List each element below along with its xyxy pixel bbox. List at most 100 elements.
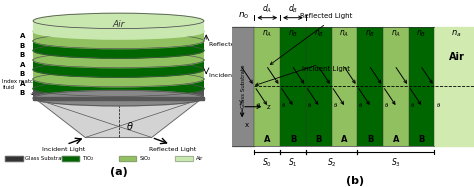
Text: Air: Air — [112, 20, 125, 29]
Polygon shape — [36, 99, 201, 137]
Text: $S_{2}$: $S_{2}$ — [327, 157, 337, 169]
Polygon shape — [33, 50, 204, 60]
Polygon shape — [33, 70, 204, 79]
Bar — [62, 156, 80, 161]
Bar — [62, 156, 80, 161]
Bar — [306, 27, 331, 146]
Text: $n_B$: $n_B$ — [288, 28, 298, 39]
Text: TiO$_2$: TiO$_2$ — [82, 154, 95, 163]
Text: $n_A$: $n_A$ — [339, 28, 349, 39]
Text: (b): (b) — [346, 176, 365, 186]
Bar — [118, 156, 136, 161]
Text: Glass Substrate: Glass Substrate — [241, 65, 246, 108]
Text: $n_a$: $n_a$ — [451, 28, 462, 39]
Polygon shape — [33, 79, 204, 89]
Text: $\theta_i$: $\theta_i$ — [436, 101, 441, 110]
Text: $n_B$: $n_B$ — [314, 28, 324, 39]
Bar — [280, 27, 306, 146]
Text: $S_{3}$: $S_{3}$ — [391, 157, 401, 169]
Text: A: A — [341, 135, 347, 144]
Ellipse shape — [33, 24, 204, 39]
Text: $n_B$: $n_B$ — [417, 28, 427, 39]
Ellipse shape — [33, 71, 204, 87]
Text: A: A — [264, 135, 271, 144]
Text: $n_B$: $n_B$ — [365, 28, 375, 39]
Text: $\theta_i$: $\theta_i$ — [255, 101, 262, 110]
Text: Air: Air — [448, 52, 465, 62]
Text: Reflected Light: Reflected Light — [209, 42, 256, 47]
Text: Incident Light: Incident Light — [302, 66, 350, 72]
Text: A: A — [392, 135, 399, 144]
Text: $\theta_i$: $\theta_i$ — [333, 101, 339, 110]
Text: x: x — [245, 122, 249, 128]
Text: $d_A$: $d_A$ — [262, 2, 273, 15]
Text: B: B — [19, 43, 25, 49]
Polygon shape — [33, 97, 204, 99]
Polygon shape — [33, 21, 204, 31]
Ellipse shape — [33, 24, 204, 39]
Text: $n_A$: $n_A$ — [391, 28, 401, 39]
Ellipse shape — [33, 33, 204, 49]
Ellipse shape — [33, 81, 204, 96]
Ellipse shape — [33, 33, 204, 49]
Ellipse shape — [33, 91, 204, 106]
Text: z: z — [267, 104, 270, 110]
Text: B: B — [316, 135, 322, 144]
Bar — [5, 156, 23, 161]
Ellipse shape — [33, 43, 204, 58]
Text: $\theta_i$: $\theta_i$ — [358, 101, 365, 110]
Text: Reflected Light: Reflected Light — [149, 147, 197, 151]
Text: $S_{1}$: $S_{1}$ — [288, 157, 298, 169]
Text: B: B — [419, 135, 425, 144]
Text: A: A — [19, 81, 25, 87]
Text: A: A — [19, 33, 25, 39]
Ellipse shape — [33, 43, 204, 58]
Polygon shape — [33, 60, 204, 70]
Text: Air: Air — [195, 156, 203, 161]
Text: B: B — [367, 135, 374, 144]
Text: $\theta_i$: $\theta_i$ — [282, 101, 287, 110]
Text: A: A — [19, 62, 25, 68]
Text: Reflected Light: Reflected Light — [300, 13, 352, 19]
Bar — [331, 27, 357, 146]
Text: $\theta_i$: $\theta_i$ — [384, 101, 390, 110]
Text: $n_A$: $n_A$ — [262, 28, 273, 39]
Text: y: y — [239, 99, 243, 105]
Ellipse shape — [33, 62, 204, 77]
Text: $\theta$: $\theta$ — [126, 120, 133, 132]
Ellipse shape — [33, 52, 204, 68]
Text: Incident Light: Incident Light — [209, 73, 252, 78]
Text: B: B — [19, 90, 25, 96]
Ellipse shape — [33, 13, 204, 29]
Bar — [409, 27, 434, 146]
Ellipse shape — [33, 62, 204, 77]
Text: $\theta_i$: $\theta_i$ — [307, 101, 313, 110]
Text: $\theta_i$: $\theta_i$ — [410, 101, 416, 110]
Text: Incident Light: Incident Light — [42, 147, 86, 151]
Text: SiO$_2$: SiO$_2$ — [138, 154, 152, 163]
Text: Index matching
fluid: Index matching fluid — [2, 79, 46, 95]
Bar — [175, 156, 193, 161]
Bar — [175, 156, 193, 161]
Ellipse shape — [33, 52, 204, 68]
Text: (a): (a) — [109, 167, 128, 177]
Text: $n_0$: $n_0$ — [237, 10, 249, 21]
Text: Glass Substrate: Glass Substrate — [25, 156, 67, 161]
Text: $d_B$: $d_B$ — [288, 2, 298, 15]
Bar — [255, 27, 280, 146]
Bar — [5, 156, 23, 161]
Text: $S_{0}$: $S_{0}$ — [262, 157, 272, 169]
Text: B: B — [290, 135, 296, 144]
Polygon shape — [33, 89, 204, 98]
Text: B: B — [19, 52, 25, 58]
Ellipse shape — [33, 81, 204, 96]
Polygon shape — [33, 31, 204, 41]
Bar — [383, 27, 409, 146]
Text: B: B — [19, 71, 25, 77]
Bar — [232, 27, 255, 146]
Bar — [434, 27, 474, 146]
Bar — [357, 27, 383, 146]
Polygon shape — [33, 41, 204, 50]
Bar — [118, 156, 136, 161]
Ellipse shape — [33, 71, 204, 87]
